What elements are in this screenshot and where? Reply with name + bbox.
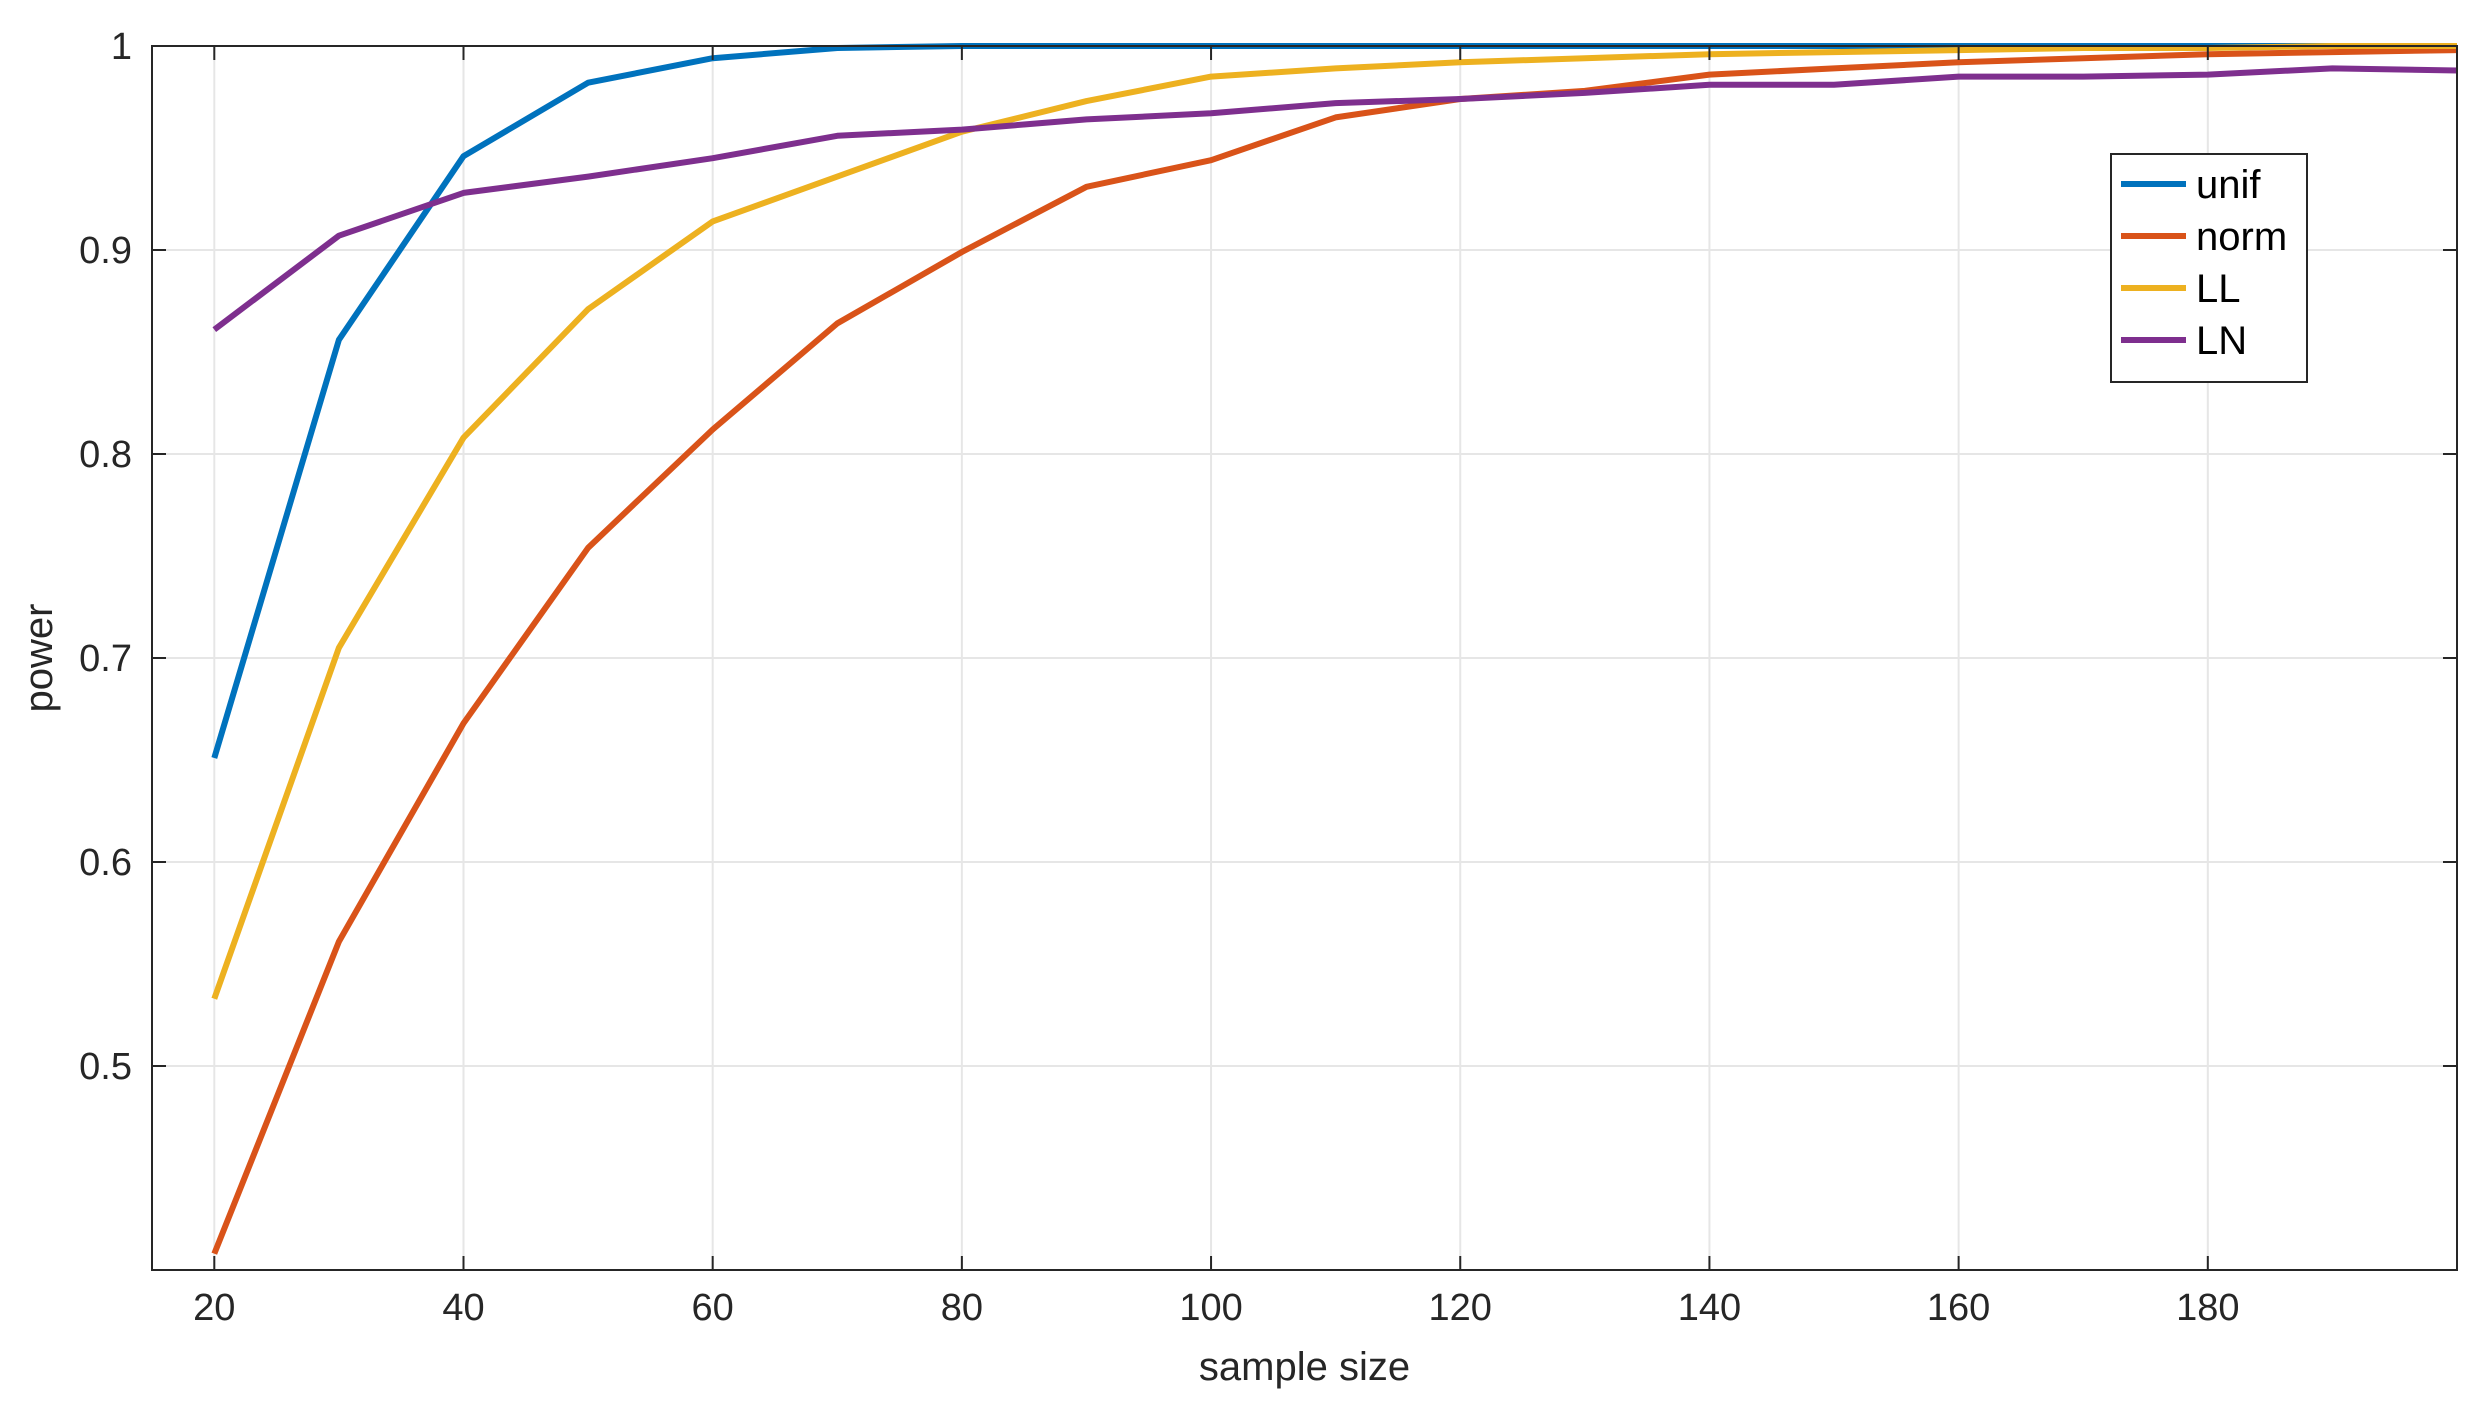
legend: unif norm LL LN — [2110, 153, 2308, 383]
legend-label-unif: unif — [2196, 163, 2261, 207]
series-line-ll — [211, 43, 2457, 1000]
series-line-norm — [211, 47, 2458, 1255]
x-axis-label: sample size — [1199, 1345, 1410, 1389]
x-tick-label: 140 — [1678, 1287, 1741, 1329]
x-tick-label: 60 — [692, 1287, 734, 1329]
series-line-ln — [212, 65, 2458, 332]
y-tick-label: 0.5 — [79, 1046, 132, 1088]
legend-label-ll: LL — [2196, 267, 2241, 311]
y-tick-label: 0.9 — [79, 230, 132, 272]
x-tick-label: 20 — [193, 1287, 235, 1329]
legend-label-ln: LN — [2196, 319, 2247, 363]
legend-label-norm: norm — [2196, 215, 2287, 259]
legend-box — [2110, 153, 2308, 383]
y-tick-label: 0.7 — [79, 638, 132, 680]
x-tick-label: 100 — [1179, 1287, 1242, 1329]
y-tick-label: 0.6 — [79, 842, 132, 884]
y-tick-label: 0.8 — [79, 434, 132, 476]
axis-ticks: 20 40 60 80 100 120 140 160 180 0.5 0.6 0.7 0.8 0.9 1 — [79, 26, 2457, 1329]
x-tick-label: 80 — [941, 1287, 983, 1329]
x-tick-label: 160 — [1927, 1287, 1990, 1329]
y-axis-label: power — [17, 604, 61, 713]
y-tick-label: 1 — [111, 26, 132, 68]
x-tick-label: 120 — [1429, 1287, 1492, 1329]
x-tick-label: 180 — [2176, 1287, 2239, 1329]
x-tick-label: 40 — [442, 1287, 484, 1329]
